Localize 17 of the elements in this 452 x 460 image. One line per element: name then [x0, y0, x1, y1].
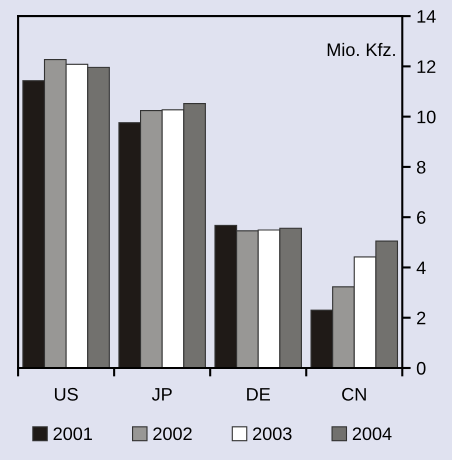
x-tick-label: US	[54, 388, 78, 401]
y-tick-label: 4	[416, 262, 426, 274]
x-tick-label: JP	[152, 388, 172, 401]
x-tick-label: CN	[342, 388, 366, 401]
x-tick-label: DE	[247, 388, 270, 401]
y-tick-label: 8	[416, 160, 426, 174]
annotation: Mio. Kfz.	[328, 42, 395, 56]
y-tick-label: 14	[418, 10, 436, 23]
y-tick-label: 0	[416, 362, 426, 375]
y-tick-label: 2	[417, 312, 426, 324]
legend-label: 2001	[54, 427, 92, 440]
y-tick-label: 10	[418, 110, 436, 124]
legend-label: 2004	[352, 427, 392, 440]
y-tick-label: 12	[418, 60, 436, 73]
legend-label: 2003	[253, 427, 292, 440]
y-tick-label: 6	[417, 211, 426, 224]
legend-label: 2002	[153, 427, 192, 440]
